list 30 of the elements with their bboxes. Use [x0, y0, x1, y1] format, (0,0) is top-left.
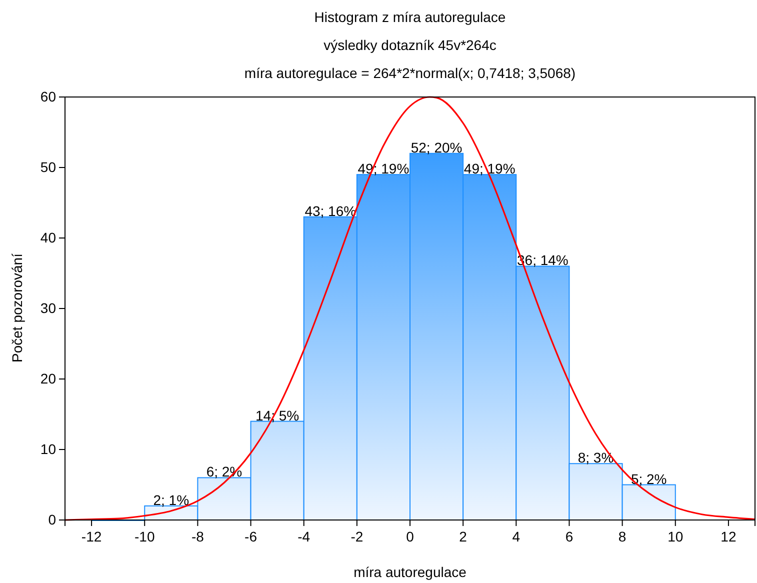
y-tick-label: 60 — [40, 88, 56, 104]
y-tick-label: 30 — [40, 300, 56, 316]
y-tick-label: 20 — [40, 370, 56, 386]
data-label: 14; 5% — [256, 407, 300, 424]
x-tick-label: 0 — [406, 528, 414, 545]
data-label: 52; 20% — [410, 139, 462, 156]
text: míra autoregulace = 264*2*normal(x; 0,7418; 3,5068) — [244, 65, 576, 81]
x-tick-label: 12 — [720, 528, 736, 545]
x-axis-title: míra autoregulace — [354, 564, 467, 580]
x-tick-label: 6 — [565, 528, 574, 545]
data-label: 2; 1% — [153, 492, 190, 508]
y-tick-label: 10 — [40, 440, 56, 457]
x-tick-label: -8 — [191, 528, 204, 545]
y-tick-label: 50 — [40, 158, 56, 175]
x-tick-label: -10 — [134, 528, 155, 545]
x-tick-label: -12 — [81, 528, 102, 545]
chart-title: Histogram z míra autoregulace — [314, 9, 506, 25]
x-tick-label: 4 — [512, 528, 520, 545]
x-tick-label: -6 — [244, 528, 258, 545]
data-label: 49; 19% — [464, 160, 516, 177]
y-axis-title: Počet pozorování — [9, 253, 25, 362]
x-tick-label: -2 — [350, 528, 364, 545]
chart-subtitle: výsledky dotazník 45v*264c — [324, 37, 496, 53]
y-tick-label: 0 — [48, 511, 56, 528]
data-label: 43; 16% — [304, 202, 356, 219]
x-tick-label: 2 — [459, 528, 468, 545]
y-tick-label: 40 — [40, 229, 56, 246]
x-tick-label: -4 — [298, 528, 310, 545]
x-tick-label: 10 — [668, 528, 684, 545]
x-tick-label: 8 — [618, 528, 626, 545]
